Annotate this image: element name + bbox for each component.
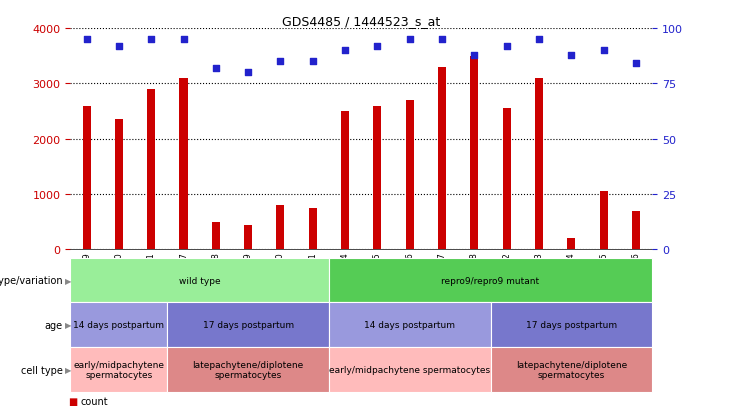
Point (501, 43, 513, 50)
Text: ▶: ▶ (65, 276, 72, 285)
Bar (179, 78, 187, 250)
Point (404, 37, 416, 43)
Text: ▶: ▶ (65, 320, 72, 330)
Point (339, 47, 351, 54)
Point (468, 52, 480, 59)
Point (371, 43, 383, 50)
Text: ■: ■ (68, 396, 77, 406)
Point (274, 59, 286, 65)
Point (598, 47, 610, 54)
Point (81, 37, 93, 43)
Point (307, 59, 319, 65)
Text: 14 days postpartum: 14 days postpartum (73, 320, 165, 330)
Text: count: count (80, 396, 107, 406)
Text: wild type: wild type (179, 276, 221, 285)
Point (565, 52, 577, 59)
Bar (341, 112, 349, 250)
Bar (244, 225, 252, 250)
Text: latepachytene/diplotene
spermatocytes: latepachytene/diplotene spermatocytes (193, 360, 304, 379)
Bar (568, 239, 575, 250)
Bar (438, 68, 446, 250)
Bar (82, 106, 90, 250)
Text: genotype/variation: genotype/variation (0, 275, 63, 285)
Point (178, 37, 190, 43)
Point (145, 37, 157, 43)
Bar (502, 109, 511, 250)
Bar (471, 57, 479, 250)
Point (113, 43, 124, 50)
Point (242, 70, 254, 76)
Bar (632, 211, 640, 250)
Text: 14 days postpartum: 14 days postpartum (365, 320, 455, 330)
Point (630, 61, 642, 68)
Bar (599, 192, 608, 250)
Text: 17 days postpartum: 17 days postpartum (202, 320, 293, 330)
Bar (405, 101, 413, 250)
Text: age: age (45, 320, 63, 330)
Bar (115, 120, 123, 250)
Text: latepachytene/diplotene
spermatocytes: latepachytene/diplotene spermatocytes (516, 360, 627, 379)
Text: cell type: cell type (21, 365, 63, 375)
Text: 17 days postpartum: 17 days postpartum (525, 320, 617, 330)
Bar (309, 209, 317, 250)
Bar (147, 90, 155, 250)
Text: ▶: ▶ (65, 365, 72, 374)
Text: early/midpachytene spermatocytes: early/midpachytene spermatocytes (329, 365, 491, 374)
Text: early/midpachytene
spermatocytes: early/midpachytene spermatocytes (73, 360, 165, 379)
Bar (276, 206, 285, 250)
Text: repro9/repro9 mutant: repro9/repro9 mutant (442, 276, 539, 285)
Title: GDS4485 / 1444523_s_at: GDS4485 / 1444523_s_at (282, 15, 440, 28)
Bar (535, 78, 543, 250)
Bar (373, 106, 382, 250)
Point (210, 65, 222, 72)
Point (533, 37, 545, 43)
Bar (212, 222, 220, 250)
Point (436, 37, 448, 43)
